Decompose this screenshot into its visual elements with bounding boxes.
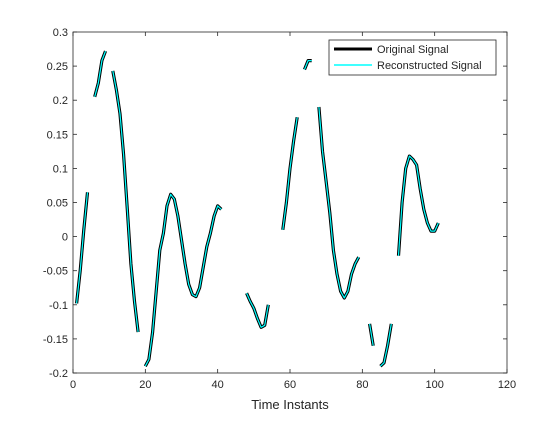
series-reconstructed-segment-5 bbox=[282, 117, 298, 230]
x-tick-label: 20 bbox=[139, 379, 151, 391]
plot-area bbox=[73, 32, 507, 373]
series-reconstructed-segment-8 bbox=[369, 323, 374, 346]
x-tick-label: 60 bbox=[284, 379, 296, 391]
x-tick-label: 80 bbox=[356, 379, 368, 391]
y-tick-label: 0.25 bbox=[47, 61, 68, 73]
series-reconstructed-segment-1 bbox=[94, 50, 107, 97]
y-tick-label: 0.3 bbox=[53, 27, 68, 39]
series-reconstructed-segment-4 bbox=[246, 292, 269, 328]
series-reconstructed-segment-9 bbox=[379, 323, 392, 367]
y-tick-label: 0.2 bbox=[53, 95, 68, 107]
legend: Original Signal Reconstructed Signal bbox=[328, 39, 497, 76]
x-axis-label: Time Instants bbox=[251, 397, 329, 412]
y-tick-label: 0.15 bbox=[47, 129, 68, 141]
x-tick-label: 100 bbox=[425, 379, 443, 391]
y-tick-label: -0.15 bbox=[43, 334, 68, 346]
series-reconstructed-segment-2 bbox=[112, 70, 139, 333]
legend-label-reconstructed: Reconstructed Signal bbox=[377, 60, 482, 72]
y-tick-label: -0.1 bbox=[49, 300, 68, 312]
series-reconstructed-segment-6 bbox=[303, 59, 312, 70]
tick-layer: 0 20 40 60 80 100 120 -0.2 -0.15 -0.1 -0.05 0 0.05 0.… bbox=[43, 27, 516, 391]
y-tick-label: 0.1 bbox=[53, 163, 68, 175]
data-layer bbox=[75, 50, 440, 368]
y-tick-label: 0.05 bbox=[47, 198, 68, 210]
x-tick-label: 40 bbox=[212, 379, 224, 391]
series-reconstructed-segment-0 bbox=[76, 192, 89, 304]
y-tick-label: -0.2 bbox=[49, 368, 68, 380]
series-reconstructed-segment-7 bbox=[318, 106, 360, 299]
y-tick-label: -0.05 bbox=[43, 266, 68, 278]
legend-box bbox=[328, 39, 497, 76]
legend-label-original: Original Signal bbox=[377, 44, 449, 56]
series-reconstructed-segment-10 bbox=[397, 155, 439, 256]
x-tick-label: 120 bbox=[498, 379, 516, 391]
y-tick-label: 0 bbox=[62, 232, 68, 244]
x-tick-label: 0 bbox=[70, 379, 76, 391]
series-reconstructed-segment-3 bbox=[144, 193, 222, 367]
